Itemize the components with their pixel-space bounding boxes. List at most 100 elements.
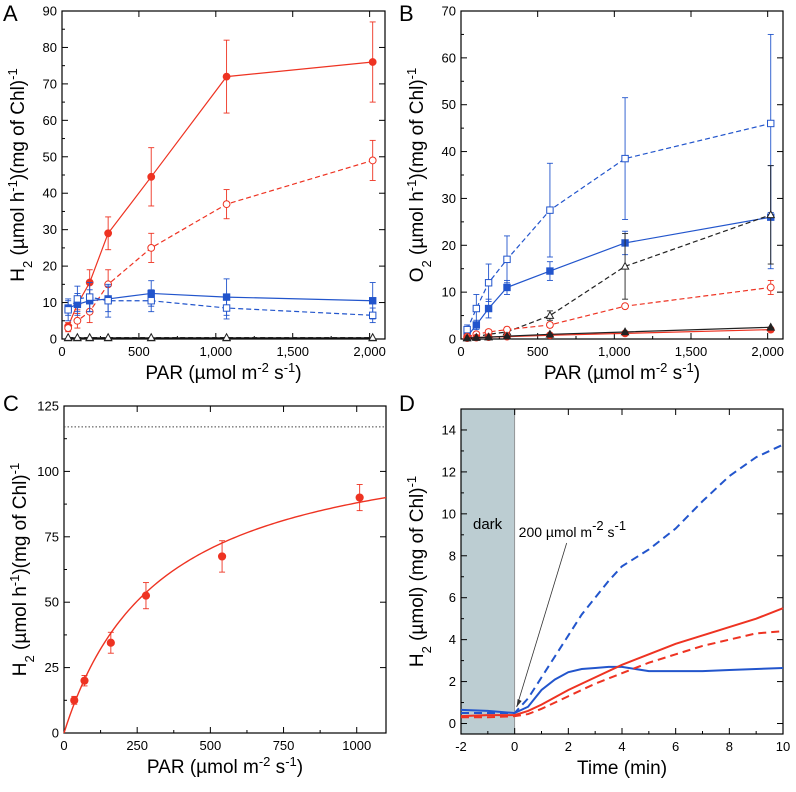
- data-point-red-filled: [147, 172, 156, 181]
- data-point-blue-open: [73, 295, 82, 303]
- x-tick-label: 750: [273, 738, 295, 753]
- data-point-black-open: [63, 332, 73, 341]
- data-point-blue-filled: [368, 297, 377, 305]
- data-point-blue-open: [484, 279, 493, 287]
- y-tick-label: 30: [442, 191, 456, 206]
- y-tick-label: 10: [442, 506, 456, 521]
- data-point: [141, 591, 151, 600]
- data-point-blue-open: [546, 206, 554, 214]
- x-tick-label: 1,000: [200, 344, 233, 359]
- data-point-red-open: [147, 243, 156, 252]
- y-tick-label: 60: [43, 113, 57, 128]
- y-tick-label: 12: [442, 464, 456, 479]
- x-tick-label: 2,000: [353, 344, 386, 359]
- data-point-black-filled: [471, 332, 481, 341]
- y-tick-label: 50: [442, 97, 456, 112]
- x-tick-label: 4: [618, 739, 625, 754]
- y-tick-label: 4: [449, 632, 456, 647]
- chart-panel-a: 0 500 1,000 1,500 2,000 0 10 20 30 40 50 60 70 80 90 PA…: [5, 4, 386, 385]
- fit-curve: [63, 496, 387, 734]
- x-tick-label: 1,500: [276, 344, 309, 359]
- data-point: [355, 493, 364, 502]
- data-point: [70, 696, 79, 705]
- panel-label-c: C: [3, 391, 19, 416]
- y-tick-label: 50: [45, 595, 59, 610]
- y-tick-label: 100: [37, 464, 59, 479]
- data-point-black-open: [103, 332, 113, 341]
- data-point-black-open: [72, 332, 82, 341]
- x-tick-label: 250: [126, 738, 148, 753]
- data-point-red-open: [621, 302, 629, 311]
- y-tick-label: 40: [442, 144, 456, 159]
- data-point-blue-open: [64, 306, 72, 314]
- data-point-blue-open: [767, 119, 775, 128]
- x-tick-label: 0: [60, 738, 67, 753]
- y-tick-label: 80: [43, 40, 57, 55]
- data-point-black-open: [146, 332, 156, 341]
- y-tick-label: 20: [43, 259, 57, 274]
- series-line-black-open: [467, 214, 771, 339]
- data-point-red-open: [546, 321, 554, 329]
- y-tick-label: 70: [442, 4, 456, 19]
- x-tick-label: 2: [565, 739, 572, 754]
- data-point-blue-filled: [546, 267, 554, 275]
- y-tick-label: 90: [43, 4, 57, 19]
- data-point-blue-filled: [484, 304, 493, 313]
- data-point: [80, 676, 89, 685]
- x-tick-label: 0: [511, 739, 518, 754]
- dark-region: [460, 408, 516, 735]
- y-tick-label: 14: [442, 422, 456, 437]
- panel-label-b: B: [399, 1, 414, 26]
- data-point-black-open: [766, 209, 776, 219]
- x-tick-label: 500: [128, 344, 150, 359]
- y-tick-label: 25: [45, 660, 59, 675]
- y-axis-label: O2 (µmol h-1)(mg of Chl)-1: [404, 68, 434, 282]
- chart-panel-d: dark -2 0 2 4 6 8 10 0 2 4 6 8 10 12 14 Time (min) H2 (µm…: [404, 408, 790, 779]
- data-point-black-filled: [620, 327, 630, 336]
- y-tick-label: 6: [449, 590, 456, 605]
- x-tick-label: 10: [776, 739, 790, 754]
- data-point-red-filled: [222, 72, 231, 81]
- annotation-label: 200 µmol m-2 s-1: [519, 518, 626, 541]
- data-point-black-filled: [766, 322, 776, 331]
- data-point-blue-open: [104, 297, 112, 305]
- y-tick-label: 0: [50, 332, 57, 347]
- x-axis-label: Time (min): [577, 758, 667, 779]
- series-line-blue-open: [466, 122, 771, 330]
- y-tick-label: 10: [442, 285, 456, 300]
- data-point-blue-filled: [503, 283, 511, 292]
- x-axis-label: PAR (µmol m-2 s-1): [147, 754, 303, 779]
- series-line-red-solid: [460, 607, 784, 718]
- y-tick-label: 70: [43, 76, 57, 91]
- data-point-blue-filled: [472, 321, 481, 329]
- data-point-blue-open: [147, 297, 155, 305]
- data-point-blue-open: [621, 154, 629, 163]
- data-point-red-open: [368, 156, 377, 165]
- series-line-blue-dashed: [461, 443, 784, 715]
- panel-label-a: A: [3, 1, 18, 26]
- data-point-red-open: [73, 316, 82, 325]
- annotation-arrow: [516, 542, 568, 708]
- series-line-red-filled: [67, 61, 373, 327]
- x-tick-label: 0: [58, 344, 65, 359]
- series-line-red-filled: [467, 329, 771, 339]
- chart-panel-c: 0 250 500 750 1000 0 25 50 75 100 125 PAR (µmol m-2…: [7, 399, 387, 779]
- y-axis-label: H2 (µmol h-1)(mg of Chl)-1: [5, 68, 35, 281]
- x-tick-label: 1000: [342, 738, 371, 753]
- x-axis-label: PAR (µmol m-2 s-1): [145, 360, 301, 385]
- data-point-black-open: [620, 261, 630, 270]
- series-line-black-filled: [467, 326, 771, 339]
- x-tick-label: 8: [726, 739, 733, 754]
- data-point-black-filled: [502, 331, 512, 340]
- x-axis-label: PAR (µmol m-2 s-1): [544, 360, 700, 385]
- panel-label-d: D: [399, 391, 415, 416]
- y-tick-label: 40: [43, 186, 57, 201]
- y-tick-label: 0: [449, 332, 456, 347]
- data-point-black-open: [85, 332, 95, 341]
- x-tick-label: 2,000: [751, 344, 784, 359]
- y-tick-label: 10: [43, 295, 57, 310]
- annotation-arrowhead: [516, 699, 522, 708]
- data-point-black-filled: [484, 332, 494, 341]
- series-line-blue-solid: [460, 665, 784, 715]
- x-tick-label: 6: [672, 739, 679, 754]
